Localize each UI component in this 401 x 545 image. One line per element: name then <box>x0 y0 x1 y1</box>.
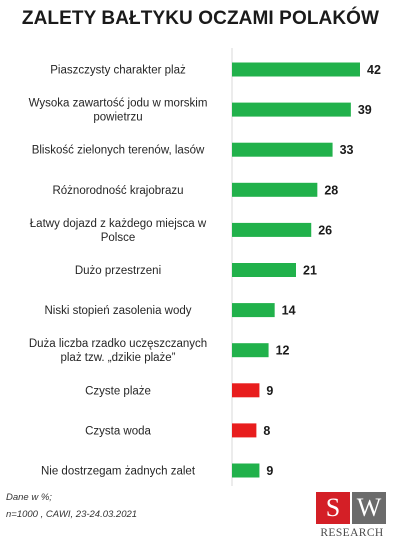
category-label: Czysta woda <box>85 425 151 437</box>
chart-title: ZALETY BAŁTYKU OCZAMI POLAKÓW <box>21 8 380 29</box>
data-label: 21 <box>303 264 317 278</box>
category-label: Czyste plaże <box>85 385 151 397</box>
category-label: Niski stopień zasolenia wody <box>44 305 191 317</box>
category-label: Łatwy dojazd z każdego miejsca w Polsce <box>30 218 207 244</box>
bar <box>232 423 257 438</box>
footer-note: Dane w %; n=1000 , CAWI, 23-24.03.2021 <box>6 489 137 523</box>
logo-w-box: W <box>352 492 386 524</box>
data-label: 26 <box>318 223 332 237</box>
bar <box>232 102 351 117</box>
footer-line-2: n=1000 , CAWI, 23-24.03.2021 <box>6 509 138 520</box>
category-label: Dużo przestrzeni <box>75 265 161 277</box>
bar <box>232 222 312 237</box>
bar <box>232 303 275 318</box>
data-label: 28 <box>324 183 338 197</box>
data-label: 9 <box>266 464 273 478</box>
data-label: 42 <box>367 63 381 77</box>
category-label: Bliskość zielonych terenów, lasów <box>32 145 205 157</box>
bar <box>232 263 296 277</box>
data-label: 12 <box>276 344 290 358</box>
category-label: Duża liczba rzadko uczęszczanych plaż tzw… <box>29 338 207 364</box>
category-label: Nie dostrzegam żadnych zalet <box>41 466 196 478</box>
bar <box>232 62 360 77</box>
data-label: 8 <box>263 424 270 438</box>
logo-s-box: S <box>316 492 350 524</box>
category-label: Wysoka zawartość jodu w morskim powietrzu <box>29 98 208 124</box>
data-label: 14 <box>282 304 296 318</box>
data-label: 33 <box>340 143 354 157</box>
data-label: 39 <box>358 103 372 117</box>
bar <box>232 383 260 398</box>
bar <box>232 463 260 478</box>
bar <box>232 343 269 358</box>
category-label: Piaszczysty charakter plaż <box>50 65 186 77</box>
data-label: 9 <box>266 384 273 398</box>
sw-research-logo: S W RESEARCH <box>316 492 388 542</box>
logo-text: RESEARCH <box>320 527 384 539</box>
footer-line-1: Dane w %; <box>6 492 52 503</box>
bar <box>232 182 318 197</box>
bar <box>232 142 333 157</box>
category-label: Różnorodność krajobrazu <box>52 185 183 197</box>
